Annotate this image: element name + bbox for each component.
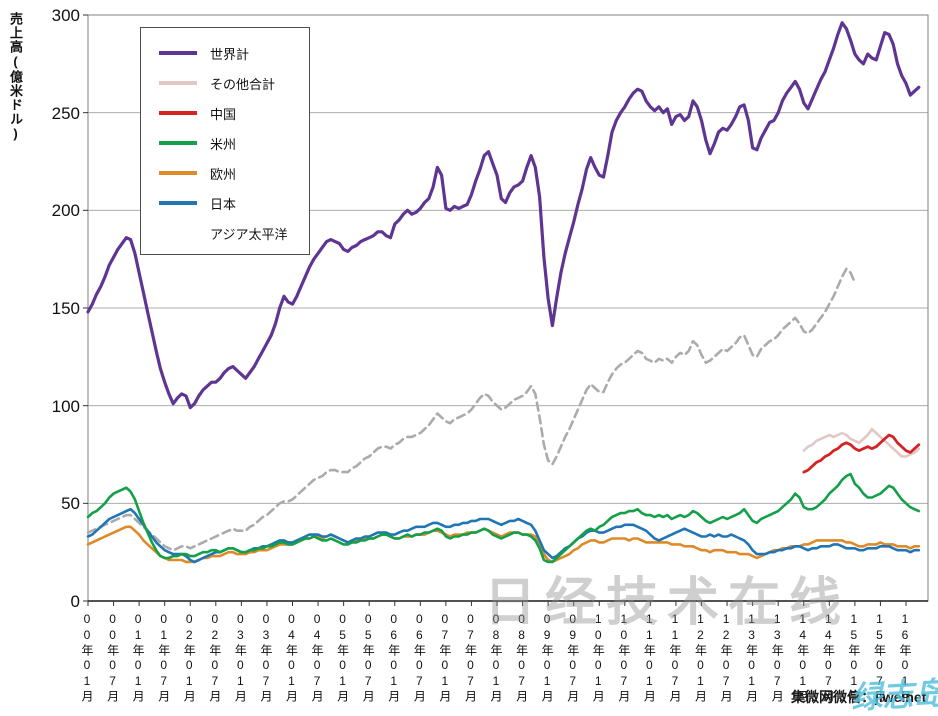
x-tick-label: 14年07月 <box>821 612 836 704</box>
x-tick-label: 11年07月 <box>667 612 682 704</box>
legend-swatch-solid <box>159 111 197 115</box>
x-tick-label: 04年07月 <box>310 612 325 704</box>
x-tick-label: 15年01月 <box>846 612 861 704</box>
x-tick-label: 13年07月 <box>770 612 785 704</box>
x-tick-label: 02年01月 <box>182 612 197 704</box>
legend-swatch-dashed <box>159 231 197 235</box>
x-tick-label: 04年01月 <box>284 612 299 704</box>
y-tick-label-100: 100 <box>51 396 80 416</box>
watermark-credit: 集微网微信：jiweinet <box>791 689 927 705</box>
series-line-欧州 <box>86 525 921 564</box>
x-tick-label: 14年01月 <box>795 612 810 704</box>
x-tick-label: 01年07月 <box>156 612 171 704</box>
watermark-script-logo: 绿志岛 <box>850 675 938 716</box>
legend-item: 日本 <box>159 188 309 218</box>
x-tick-label: 11年01月 <box>642 612 657 704</box>
x-tick-label: 09年01月 <box>540 612 555 704</box>
legend-item: アジア太平洋 <box>159 218 309 248</box>
y-tick-label-200: 200 <box>51 201 80 221</box>
x-tick-label: 06年07月 <box>412 612 427 704</box>
legend: 世界計その他合計中国米州欧州日本アジア太平洋 <box>140 27 310 255</box>
y-tick-label-150: 150 <box>51 299 80 318</box>
legend-item: 世界計 <box>159 38 309 68</box>
series-line-米州 <box>86 472 921 564</box>
x-tick-label: 10年01月 <box>591 612 606 704</box>
x-tick-label: 00年01月 <box>80 612 94 704</box>
x-tick-label: 00年07月 <box>105 612 120 704</box>
x-tick-label: 07年01月 <box>437 612 452 704</box>
x-tick-label: 01年01月 <box>131 612 146 704</box>
legend-item: 中国 <box>159 98 309 128</box>
x-tick-label: 09年07月 <box>565 612 580 704</box>
y-tick-label-0: 0 <box>70 592 80 611</box>
x-tick-label: 12年07月 <box>719 612 734 704</box>
legend-label: 欧州 <box>210 166 237 182</box>
x-tick-label: 05年07月 <box>361 612 376 704</box>
legend-item: 米州 <box>159 128 309 158</box>
x-tick-label: 06年01月 <box>386 612 401 704</box>
legend-swatch-solid <box>159 51 197 55</box>
x-tick-label: 16年01月 <box>898 612 912 704</box>
x-tick-label: 02年07月 <box>207 612 222 704</box>
legend-item: 欧州 <box>159 158 309 188</box>
x-tick-label: 10年07月 <box>616 612 631 704</box>
series-line-世界計 <box>86 21 921 410</box>
legend-item: その他合計 <box>159 68 309 98</box>
x-tick-label: 08年01月 <box>489 612 503 704</box>
y-tick-label-50: 50 <box>61 494 80 514</box>
y-tick-label-250: 250 <box>51 103 80 123</box>
watermark-nikkei: 日经技术在线 <box>484 574 851 632</box>
x-tick-label: 05年01月 <box>335 612 350 704</box>
legend-label: 中国 <box>210 106 237 122</box>
legend-swatch-solid <box>159 81 197 85</box>
legend-swatch-solid <box>159 201 197 205</box>
legend-label: アジア太平洋 <box>210 226 288 242</box>
series-line-中国 <box>802 433 921 474</box>
x-tick-label: 08年07月 <box>514 612 529 704</box>
series-line-アジア太平洋 <box>86 267 857 552</box>
x-tick-label: 13年01月 <box>744 612 759 704</box>
legend-label: 米州 <box>210 136 237 152</box>
legend-label: その他合計 <box>210 76 276 92</box>
legend-label: 日本 <box>210 196 237 212</box>
y-axis-title: 売上高(億米ドル) <box>8 12 23 142</box>
x-tick-label: 03年07月 <box>258 612 273 704</box>
x-tick-label: 07年07月 <box>463 612 478 704</box>
x-tick-label: 15年07月 <box>872 612 887 704</box>
x-tick-label: 03年01月 <box>233 612 248 704</box>
series-line-その他合計 <box>802 427 921 458</box>
y-tick-label-300: 300 <box>51 6 80 25</box>
x-tick-label: 12年01月 <box>693 612 708 704</box>
legend-swatch-solid <box>159 141 197 145</box>
legend-label: 世界計 <box>210 46 250 62</box>
legend-swatch-solid <box>159 171 197 175</box>
